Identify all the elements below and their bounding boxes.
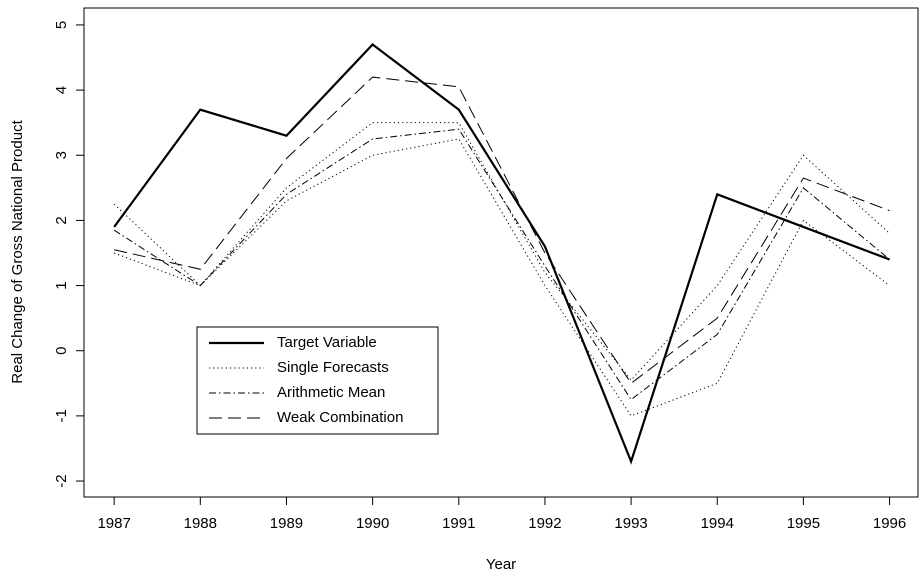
y-tick-label: 5 — [53, 21, 70, 29]
legend-box — [196, 326, 439, 435]
x-axis-label: Year — [486, 556, 516, 573]
x-tick-label: 1992 — [528, 515, 561, 532]
legend-label: Weak Combination — [277, 409, 403, 426]
y-tick-label: 1 — [53, 281, 70, 289]
legend-label: Arithmetic Mean — [277, 384, 385, 401]
y-tick-label: 0 — [53, 347, 70, 355]
legend-label: Single Forecasts — [277, 359, 389, 376]
series-line — [113, 138, 890, 417]
y-tick-label: 2 — [53, 216, 70, 224]
series-line — [114, 76, 890, 385]
x-tick-label: 1990 — [356, 515, 389, 532]
y-tick-label: -1 — [53, 409, 70, 422]
x-tick-label: 1988 — [184, 515, 217, 532]
series-line — [113, 43, 890, 465]
series-line — [113, 128, 890, 401]
plot-frame — [83, 7, 919, 498]
x-tick-label: 1987 — [97, 515, 130, 532]
x-tick-label: 1994 — [701, 515, 734, 532]
x-tick-label: 1991 — [442, 515, 475, 532]
y-tick-label: 4 — [53, 86, 70, 94]
x-tick-label: 1993 — [614, 515, 647, 532]
x-tick-label: 1996 — [873, 515, 906, 532]
y-tick-label: 3 — [53, 151, 70, 159]
x-tick-label: 1995 — [787, 515, 820, 532]
legend-label: Target Variable — [277, 334, 377, 351]
x-tick-label: 1989 — [270, 515, 303, 532]
y-tick-label: -2 — [53, 474, 70, 487]
y-axis-label: Real Change of Gross National Product — [9, 119, 26, 383]
